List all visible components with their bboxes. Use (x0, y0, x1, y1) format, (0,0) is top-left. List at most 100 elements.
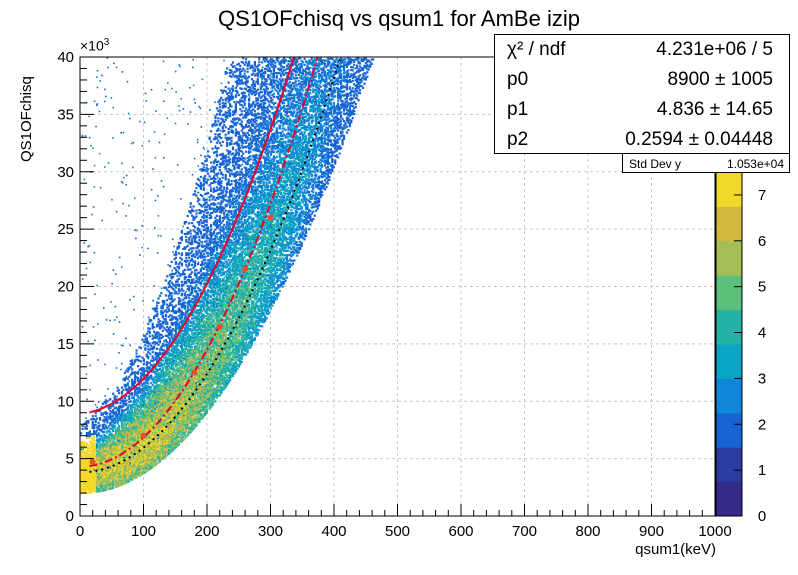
hist-cell (103, 453, 106, 456)
hist-cell (172, 408, 175, 411)
hist-cell (195, 333, 198, 336)
hist-cell (119, 457, 122, 460)
hist-cell (80, 442, 83, 445)
hist-cell (110, 451, 113, 454)
hist-cell (139, 400, 143, 403)
hist-cell (131, 432, 134, 435)
hist-cell (193, 387, 197, 390)
hist-cell (123, 468, 127, 471)
hist-cell (163, 447, 166, 450)
hist-cell (192, 400, 195, 404)
hist-cell (188, 350, 191, 353)
hist-cell (176, 385, 179, 388)
hist-cell (144, 424, 147, 427)
hist-cell (177, 423, 181, 427)
hist-cell (193, 260, 197, 263)
hist-cell (195, 392, 198, 396)
hist-cell (180, 376, 183, 379)
hist-cell (190, 241, 194, 244)
hist-cell (174, 322, 178, 325)
hist-cell (115, 482, 118, 485)
hist-cell (196, 410, 200, 413)
hist-cell (190, 339, 194, 343)
hist-cell (176, 371, 179, 374)
hist-cell (128, 430, 131, 434)
hist-cell (195, 404, 198, 408)
hist-cell (112, 468, 115, 471)
hist-cell (161, 398, 164, 401)
hist-cell (163, 310, 166, 313)
hist-cell (141, 454, 144, 458)
hist-cell (147, 348, 150, 351)
hist-cell (131, 462, 134, 465)
hist-cell (148, 368, 151, 371)
hist-cell (117, 411, 121, 414)
hist-cell (176, 379, 179, 382)
hist-cell (174, 446, 178, 449)
hist-cell (103, 484, 106, 487)
hist-cell (180, 388, 183, 391)
hist-cell (179, 422, 182, 425)
hist-cell (144, 427, 147, 430)
hist-cell (183, 277, 186, 280)
hist-cell (163, 452, 166, 455)
hist-cell (103, 471, 106, 474)
hist-cell (132, 401, 135, 404)
hist-cell (179, 391, 182, 394)
hist-cell (103, 483, 106, 486)
hist-cell (151, 324, 154, 327)
hist-cell (169, 381, 172, 384)
hist-cell (91, 479, 94, 482)
hist-cell (190, 359, 194, 362)
hist-cell (174, 444, 178, 447)
hist-cell (148, 330, 151, 333)
hist-cell (164, 313, 167, 316)
hist-cell (190, 408, 194, 411)
hist-cell (153, 326, 156, 329)
hist-cell (192, 354, 195, 357)
hist-cell (101, 477, 105, 480)
hist-cell (161, 343, 164, 346)
hist-cell (189, 205, 192, 208)
hist-cell (190, 329, 194, 332)
hist-cell (106, 440, 109, 443)
hist-cell (87, 479, 90, 482)
hist-cell (166, 322, 169, 326)
hist-cell (93, 435, 96, 439)
hist-cell (151, 351, 154, 354)
hist-cell (135, 422, 138, 425)
hist-cell (110, 464, 113, 467)
hist-cell (179, 401, 182, 404)
hist-cell (147, 357, 150, 360)
hist-cell (176, 438, 179, 441)
hist-cell (180, 374, 183, 377)
hist-cell (157, 452, 160, 455)
hist-cell (135, 407, 138, 410)
hist-cell (192, 215, 195, 219)
hist-cell (186, 422, 189, 425)
hist-cell (87, 446, 90, 450)
hist-cell (196, 364, 200, 367)
hist-cell (153, 445, 156, 448)
hist-cell (167, 400, 170, 403)
hist-cell (106, 421, 109, 424)
hist-cell (126, 455, 129, 458)
hist-cell (186, 284, 189, 288)
hist-cell (158, 351, 162, 354)
hist-cell (117, 424, 121, 428)
hist-cell (145, 435, 148, 438)
hist-cell (193, 255, 197, 259)
hist-cell (173, 298, 176, 301)
hist-cell (116, 419, 119, 422)
hist-cell (180, 258, 183, 261)
hist-cell (192, 266, 195, 269)
hist-cell (129, 445, 132, 448)
hist-cell (164, 421, 167, 424)
hist-cell (154, 421, 157, 425)
hist-cell (166, 431, 169, 435)
hist-cell (116, 476, 119, 479)
hist-cell (183, 307, 186, 310)
hist-cell (195, 339, 198, 342)
hist-cell (183, 398, 186, 401)
hist-cell (107, 473, 110, 476)
